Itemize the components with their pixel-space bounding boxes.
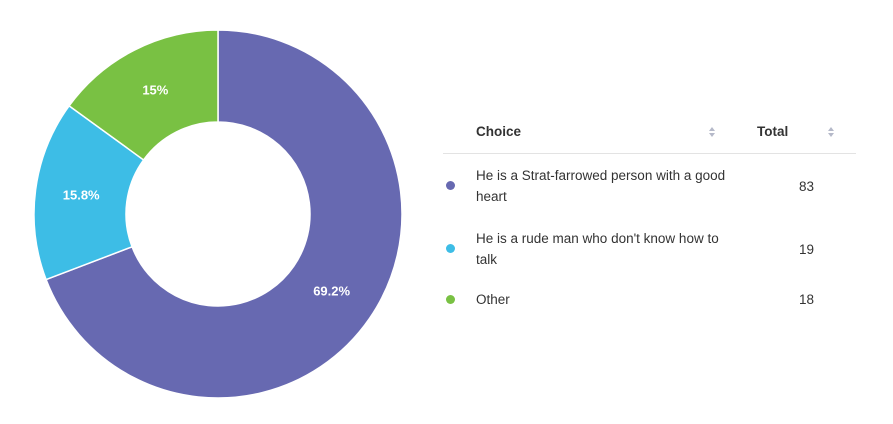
column-header[interactable]: Choice bbox=[476, 124, 522, 139]
slice-label: 15% bbox=[142, 82, 168, 97]
header-divider bbox=[443, 153, 856, 154]
slice-label: 69.2% bbox=[313, 284, 350, 299]
donut-slice bbox=[33, 104, 145, 281]
legend-dot bbox=[446, 244, 455, 253]
slice-label: 15.8% bbox=[63, 187, 100, 202]
legend-dot bbox=[446, 181, 455, 190]
choice-label: He is a Strat-farrowed person with a goo… bbox=[476, 168, 726, 204]
total-value: 19 bbox=[798, 242, 814, 257]
sort-icon[interactable] bbox=[827, 126, 835, 138]
donut-chart: 69.2% 15.8% 15% bbox=[33, 29, 403, 399]
sort-icon[interactable] bbox=[708, 126, 716, 138]
choice-label: He is a rude man who don't know how to t… bbox=[476, 231, 719, 267]
total-value: 18 bbox=[798, 292, 814, 307]
total-value: 83 bbox=[798, 179, 814, 194]
legend-dot bbox=[446, 295, 455, 304]
donut-slice bbox=[68, 29, 219, 161]
column-header[interactable]: Total bbox=[757, 124, 789, 139]
choice-label: Other bbox=[476, 292, 510, 307]
donut-slice bbox=[45, 29, 403, 399]
